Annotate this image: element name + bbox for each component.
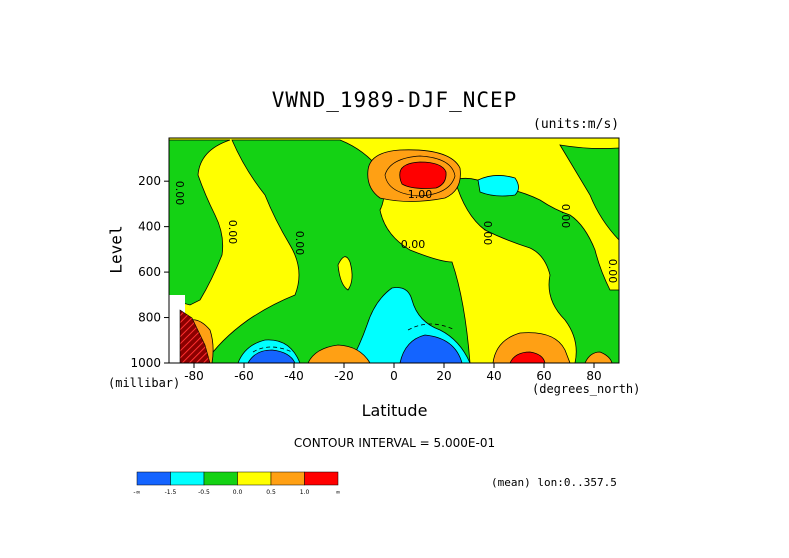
y-tick-label: 200 xyxy=(138,174,161,188)
y-tick-label: 800 xyxy=(138,311,161,325)
chart-title: VWND_1989-DJF_NCEP xyxy=(271,88,518,112)
contour-fill-green xyxy=(559,144,619,241)
colorbar-swatch xyxy=(304,471,339,486)
x-units-label: (degrees_north) xyxy=(532,382,641,396)
colorbar-swatch xyxy=(270,471,305,486)
colorbar-tick-label: -0.5 xyxy=(198,489,210,496)
contour-fill-blue xyxy=(399,334,463,363)
x-tick-label: 20 xyxy=(436,369,451,383)
contour-label: 0.00 xyxy=(559,204,572,229)
contour-labels: 1.00 0.00 0.00 0.00 0.00 0.00 0.00 0.00 xyxy=(173,181,619,284)
contour-label: 0.00 xyxy=(481,221,494,246)
contour-fill-orange xyxy=(584,351,613,363)
colorbar: -∞ -1.5 -0.5 0.0 0.5 1.0 ∞ xyxy=(133,471,341,496)
units-label: (units:m/s) xyxy=(533,117,620,132)
y-tick-label: 1000 xyxy=(130,356,161,370)
colorbar-tick-label: 0.5 xyxy=(266,489,276,496)
filled-contours xyxy=(169,138,619,363)
colorbar-tick-label: ∞ xyxy=(336,489,341,496)
contour-interval-text: CONTOUR INTERVAL = 5.000E-01 xyxy=(293,436,496,450)
colorbar-tick-label: -1.5 xyxy=(165,489,177,496)
contour-label: 1.00 xyxy=(408,188,433,201)
contour-label: 0.00 xyxy=(293,231,306,256)
x-tick-label: -60 xyxy=(234,369,254,383)
colorbar-tick-label: -∞ xyxy=(133,489,140,496)
x-tick-label: 0 xyxy=(390,369,398,383)
colorbar-swatch xyxy=(170,471,205,486)
contour-fill-green xyxy=(169,139,231,306)
contour-fill-red xyxy=(509,351,546,363)
colorbar-swatch xyxy=(136,471,171,486)
contour-label: 0.00 xyxy=(606,259,619,284)
contour-label: 0.00 xyxy=(401,238,426,251)
mean-footer-text: (mean) lon:0..357.5 xyxy=(491,476,617,489)
y-tick-label: 400 xyxy=(138,220,161,234)
negative-contour-line xyxy=(407,323,456,331)
contour-fill-blue xyxy=(247,349,296,363)
x-tick-label: -40 xyxy=(284,369,304,383)
colorbar-swatch xyxy=(203,471,238,486)
contour-fill-hatched xyxy=(179,309,211,363)
contour-label: 0.00 xyxy=(173,181,186,206)
contour-fill-cyan xyxy=(477,175,519,197)
contour-fill-green xyxy=(454,177,619,363)
y-units-label: (millibar) xyxy=(108,376,181,390)
contour-label: 0.00 xyxy=(226,220,239,245)
contour-fill-orange xyxy=(307,344,371,363)
x-axis: -80 -60 -40 -20 0 20 40 60 80 xyxy=(184,363,602,383)
x-axis-label: Latitude xyxy=(361,401,428,420)
negative-contour-line xyxy=(252,346,293,353)
colorbar-tick-label: 1.0 xyxy=(300,489,310,496)
x-tick-label: -80 xyxy=(184,369,204,383)
contour-fill-yellow-island xyxy=(337,256,353,291)
x-tick-label: 40 xyxy=(486,369,501,383)
x-tick-label: -20 xyxy=(334,369,354,383)
contour-fill-red xyxy=(399,161,447,189)
x-tick-label: 80 xyxy=(586,369,601,383)
colorbar-swatch xyxy=(237,471,272,486)
contour-fill-orange xyxy=(492,332,571,363)
positive-contour-line xyxy=(384,155,456,197)
x-tick-label: 60 xyxy=(536,369,551,383)
colorbar-tick-label: 0.0 xyxy=(233,489,243,496)
y-tick-label: 600 xyxy=(138,265,161,279)
y-axis: 200 400 600 800 1000 xyxy=(130,174,169,370)
